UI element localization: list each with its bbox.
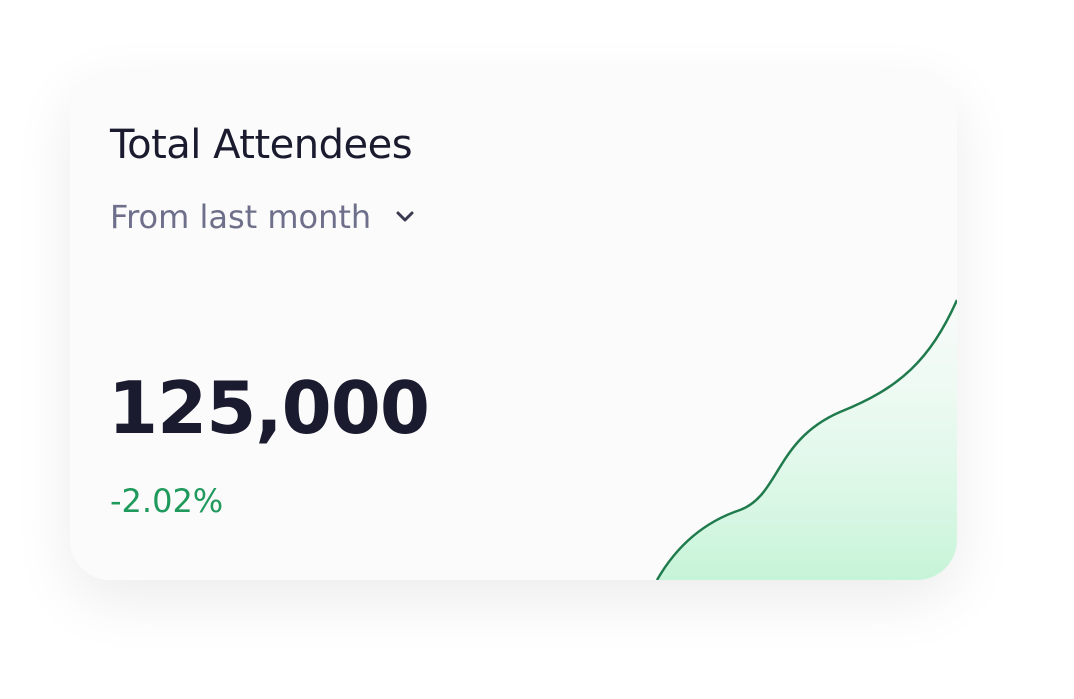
period-dropdown[interactable]: From last month [110, 198, 415, 236]
trend-wave [655, 299, 957, 580]
card-title: Total Attendees [110, 122, 413, 168]
stat-change: -2.02% [110, 482, 224, 520]
wave-area [657, 300, 957, 580]
period-label: From last month [110, 198, 372, 236]
stat-card: Total Attendees From last month 125,000 … [70, 70, 957, 580]
chevron-icon [396, 211, 414, 222]
stat-value: 125,000 [108, 366, 430, 450]
wave-line [655, 299, 957, 580]
